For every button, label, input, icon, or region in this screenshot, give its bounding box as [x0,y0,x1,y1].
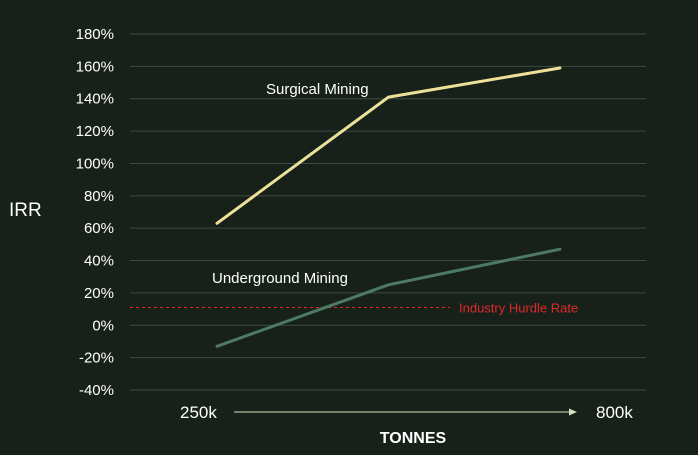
x-axis-end-label: 800k [596,403,633,422]
series-label-underground-mining: Underground Mining [212,270,348,287]
series-line-underground-mining [215,247,562,348]
y-tick-label: 60% [84,220,114,237]
y-tick-label: 0% [92,317,114,334]
y-axis-label: IRR [9,200,42,221]
y-tick-label: 80% [84,188,114,205]
series-line-surgical-mining [215,66,562,225]
y-tick-label: 120% [76,123,114,140]
y-tick-labels: -40% -20% 0% 20% 40% 60% 80% 100% 120% 140% 160% 18… [76,26,114,399]
y-tick-label: 100% [76,155,114,172]
y-tick-label: 180% [76,26,114,43]
x-axis-start-label: 250k [180,403,217,422]
y-tick-label: 160% [76,58,114,75]
y-tick-label: -40% [79,382,114,399]
gridlines [130,33,646,391]
series-lines [215,66,562,348]
x-axis-label: TONNES [380,430,447,447]
y-tick-label: 40% [84,253,114,270]
y-tick-label: 140% [76,91,114,108]
industry-hurdle-rate-label: Industry Hurdle Rate [459,300,578,315]
series-label-surgical-mining: Surgical Mining [266,81,369,98]
y-tick-label: -20% [79,350,114,367]
x-axis-arrow-head [569,408,577,416]
y-tick-label: 20% [84,285,114,302]
